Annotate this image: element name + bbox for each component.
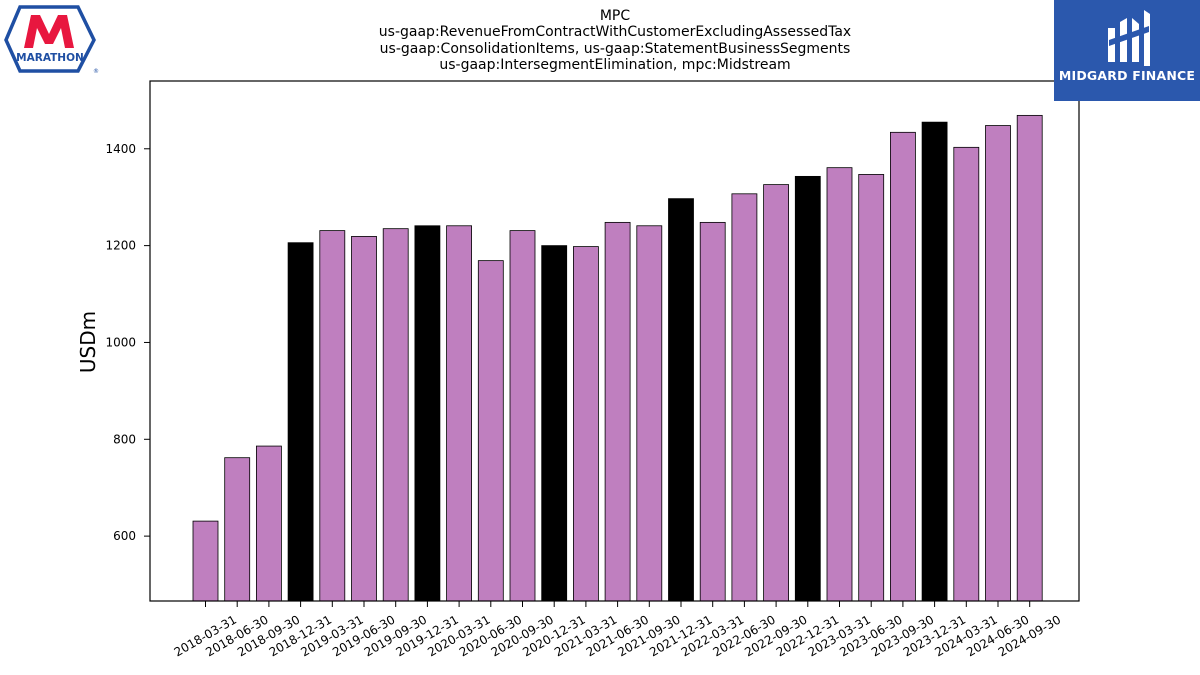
- bar: [509, 230, 536, 602]
- chart-title-line: us-gaap:IntersegmentElimination, mpc:Mid…: [439, 57, 790, 73]
- y-tick-label: 800: [113, 432, 136, 446]
- midgard-finance-logo-text: MIDGARD FINANCE: [1058, 68, 1196, 83]
- bars-group: [192, 114, 1043, 602]
- x-axis: 2018-03-312018-06-302018-09-302018-12-31…: [172, 601, 1063, 659]
- bar: [699, 221, 726, 602]
- bar: [985, 125, 1011, 602]
- bar: [921, 121, 948, 602]
- bar: [794, 175, 821, 602]
- bar: [319, 230, 346, 602]
- y-tick-label: 1200: [105, 239, 136, 253]
- bar: [414, 225, 441, 602]
- bar: [858, 174, 885, 602]
- bar: [890, 131, 916, 602]
- bar: [573, 246, 599, 602]
- y-tick-label: 1400: [105, 142, 136, 156]
- bar: [446, 225, 473, 602]
- bar: [541, 245, 568, 602]
- y-tick-label: 1000: [105, 335, 136, 349]
- bar: [763, 184, 789, 602]
- midgard-finance-logo: MIDGARD FINANCE: [1054, 0, 1200, 101]
- bar: [731, 193, 758, 602]
- marathon-logo: MARATHON ®: [4, 4, 100, 76]
- bar: [668, 198, 694, 602]
- bar: [477, 260, 504, 602]
- bar: [604, 221, 631, 602]
- y-tick-label: 600: [113, 529, 136, 543]
- chart-title-line: MPC: [600, 8, 631, 24]
- y-axis: 600 800 1000 1200 1400: [105, 142, 150, 543]
- bar: [636, 225, 663, 602]
- bar: [826, 167, 853, 602]
- bar: [953, 146, 980, 602]
- chart-title-line: us-gaap:RevenueFromContractWithCustomerE…: [379, 24, 851, 40]
- bar: [192, 520, 219, 602]
- bar: [351, 236, 377, 602]
- marathon-logo-text: MARATHON: [16, 52, 84, 64]
- bar: [382, 228, 409, 602]
- chart-title-line: us-gaap:ConsolidationItems, us-gaap:Stat…: [380, 41, 851, 57]
- chart-title: MPC us-gaap:RevenueFromContractWithCusto…: [379, 8, 851, 73]
- svg-text:®: ®: [93, 68, 99, 75]
- bar: [255, 445, 282, 602]
- bar: [1016, 114, 1043, 602]
- bar: [287, 242, 314, 602]
- y-axis-label: USDm: [76, 311, 100, 373]
- bar: [224, 457, 251, 602]
- plot-frame: [149, 80, 1080, 602]
